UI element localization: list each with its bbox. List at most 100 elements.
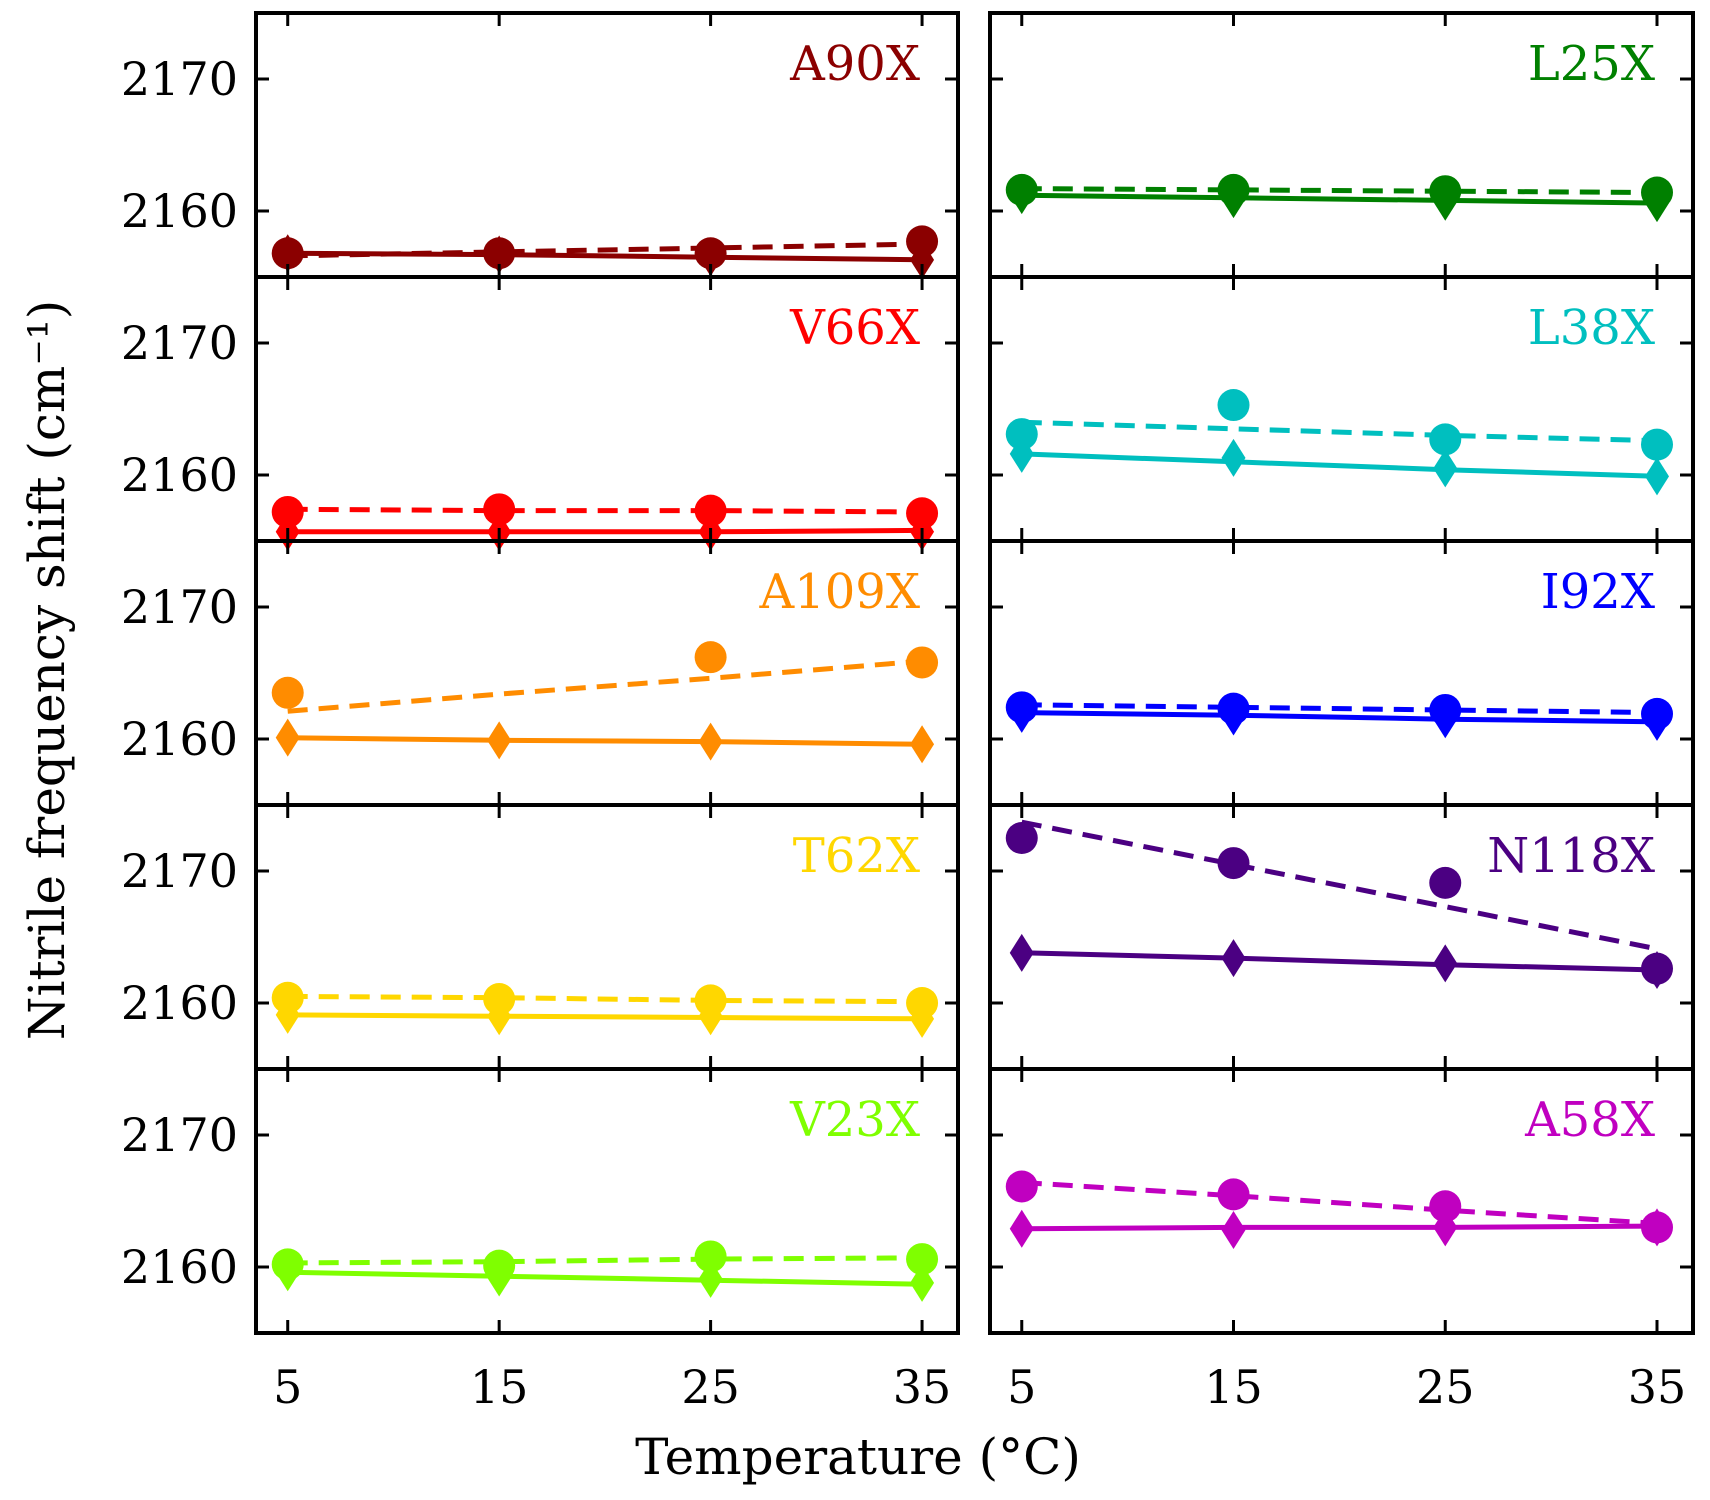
diamond-marker bbox=[1009, 933, 1034, 972]
dashed-fit-line-v23x bbox=[287, 1255, 923, 1266]
circle-marker bbox=[1005, 691, 1038, 724]
panel-label-v23x: V23X bbox=[789, 1092, 920, 1148]
panel-i92x: I92X bbox=[988, 539, 1695, 807]
y-axis-title: Nitrile frequency shift (cm⁻¹) bbox=[18, 300, 76, 1041]
dashed-fit-line-i92x bbox=[1021, 702, 1658, 716]
diamond-marker bbox=[487, 721, 512, 760]
panel-frame bbox=[254, 1067, 960, 1335]
solid-fit-line-n118x bbox=[1021, 950, 1658, 973]
circle-marker bbox=[483, 493, 516, 526]
y-tick-label: 2170 bbox=[121, 580, 238, 634]
panel-frame bbox=[988, 1067, 1695, 1335]
circle-marker bbox=[271, 495, 304, 528]
circle-marker bbox=[906, 987, 939, 1019]
panel-label-v66x: V66X bbox=[789, 300, 920, 356]
circle-marker bbox=[1005, 1170, 1038, 1203]
diamond-marker bbox=[698, 722, 723, 761]
panel-n118x: N118X bbox=[988, 803, 1695, 1071]
circle-marker bbox=[906, 1243, 939, 1276]
circle-marker bbox=[694, 641, 727, 674]
panel-t62x: 2160 2170 T62X bbox=[121, 803, 960, 1071]
solid-fit-line-a90x bbox=[287, 250, 923, 263]
y-tick-label: 2170 bbox=[121, 1108, 238, 1162]
circle-marker bbox=[1641, 428, 1674, 461]
dashed-fit-line-l38x bbox=[1021, 419, 1658, 444]
dashed-fit-line-l25x bbox=[1021, 186, 1658, 195]
x-tick-label: 25 bbox=[1416, 1360, 1475, 1414]
x-tick-label: 35 bbox=[893, 1360, 952, 1414]
circle-marker bbox=[271, 676, 304, 709]
diamond-marker bbox=[1433, 944, 1458, 983]
panel-v66x: 2160 2170 V66X bbox=[121, 275, 960, 551]
y-tick-label: 2160 bbox=[121, 1240, 238, 1294]
circle-marker bbox=[1005, 418, 1038, 451]
diamond-marker bbox=[1221, 939, 1246, 978]
circle-marker bbox=[1429, 693, 1462, 726]
y-tick-label: 2160 bbox=[121, 184, 238, 238]
circle-marker bbox=[1005, 822, 1038, 854]
circle-marker bbox=[1429, 423, 1462, 456]
x-tick-label: 25 bbox=[681, 1360, 740, 1414]
circle-marker bbox=[271, 237, 304, 270]
dashed-fit-line-a109x bbox=[287, 658, 923, 714]
diamond-marker bbox=[1645, 457, 1670, 496]
circle-marker bbox=[1641, 1211, 1674, 1244]
circle-marker bbox=[694, 1240, 727, 1273]
y-tick-label: 2160 bbox=[121, 712, 238, 766]
circle-marker bbox=[1429, 1190, 1462, 1223]
panel-label-i92x: I92X bbox=[1541, 564, 1655, 620]
circle-marker bbox=[1641, 952, 1674, 985]
dashed-fit-line-a58x bbox=[1021, 1180, 1658, 1226]
circle-marker bbox=[906, 225, 939, 258]
panel-label-l25x: L25X bbox=[1528, 36, 1655, 92]
diamond-marker bbox=[1433, 449, 1458, 488]
diamond-marker bbox=[1221, 438, 1246, 477]
x-axis-title: Temperature (°C) bbox=[635, 1428, 1081, 1486]
circle-marker bbox=[271, 981, 304, 1014]
panel-a90x: 2160 2170 A90X bbox=[121, 11, 960, 279]
solid-fit-line-l25x bbox=[1021, 192, 1658, 206]
solid-fit-line-a109x bbox=[287, 735, 923, 747]
panel-l25x: L25X bbox=[988, 11, 1695, 279]
circle-marker bbox=[1217, 389, 1250, 422]
dashed-fit-line-n118x bbox=[1021, 819, 1658, 952]
circle-marker bbox=[1217, 692, 1250, 725]
circle-marker bbox=[1429, 866, 1462, 899]
solid-fit-line-v23x bbox=[287, 1269, 923, 1287]
circle-marker bbox=[906, 646, 939, 679]
dashed-fit-line-t62x bbox=[287, 993, 923, 1005]
diamond-marker bbox=[910, 725, 935, 764]
diamond-marker bbox=[1221, 1211, 1246, 1250]
solid-fit-line-l38x bbox=[1021, 451, 1658, 479]
panel-label-a90x: A90X bbox=[789, 36, 920, 92]
circle-marker bbox=[1429, 175, 1462, 208]
panel-grid: 2160 2170 A90X L25X 2160 2170 V66X L38X 2160 2170… bbox=[121, 11, 1695, 1414]
circle-marker bbox=[906, 497, 939, 530]
y-tick-label: 2170 bbox=[121, 52, 238, 106]
y-tick-label: 2170 bbox=[121, 316, 238, 370]
y-tick-label: 2160 bbox=[121, 448, 238, 502]
y-tick-label: 2170 bbox=[121, 844, 238, 898]
panel-label-a109x: A109X bbox=[759, 564, 920, 620]
x-tick-label: 5 bbox=[273, 1360, 302, 1414]
circle-marker bbox=[483, 237, 516, 270]
dashed-fit-line-v66x bbox=[287, 506, 923, 515]
panel-a58x: 5 15 25 35 A58X bbox=[988, 1067, 1695, 1414]
circle-marker bbox=[1005, 173, 1038, 206]
diamond-marker bbox=[275, 718, 300, 757]
y-tick-label: 2160 bbox=[121, 976, 238, 1030]
solid-fit-line-a58x bbox=[1021, 1223, 1658, 1232]
panel-v23x: 2160 2170 5 15 25 35 V23X bbox=[121, 1067, 960, 1414]
diamond-marker bbox=[1009, 1209, 1034, 1248]
circle-marker bbox=[694, 494, 727, 527]
circle-marker bbox=[1641, 697, 1674, 730]
solid-fit-line-v66x bbox=[287, 527, 923, 535]
panel-a109x: 2160 2170 A109X bbox=[121, 539, 960, 807]
circle-marker bbox=[271, 1248, 304, 1281]
circle-marker bbox=[483, 983, 516, 1016]
circle-marker bbox=[1217, 847, 1250, 880]
circle-marker bbox=[483, 1249, 516, 1282]
x-tick-label: 35 bbox=[1628, 1360, 1687, 1414]
panel-label-l38x: L38X bbox=[1528, 300, 1655, 356]
